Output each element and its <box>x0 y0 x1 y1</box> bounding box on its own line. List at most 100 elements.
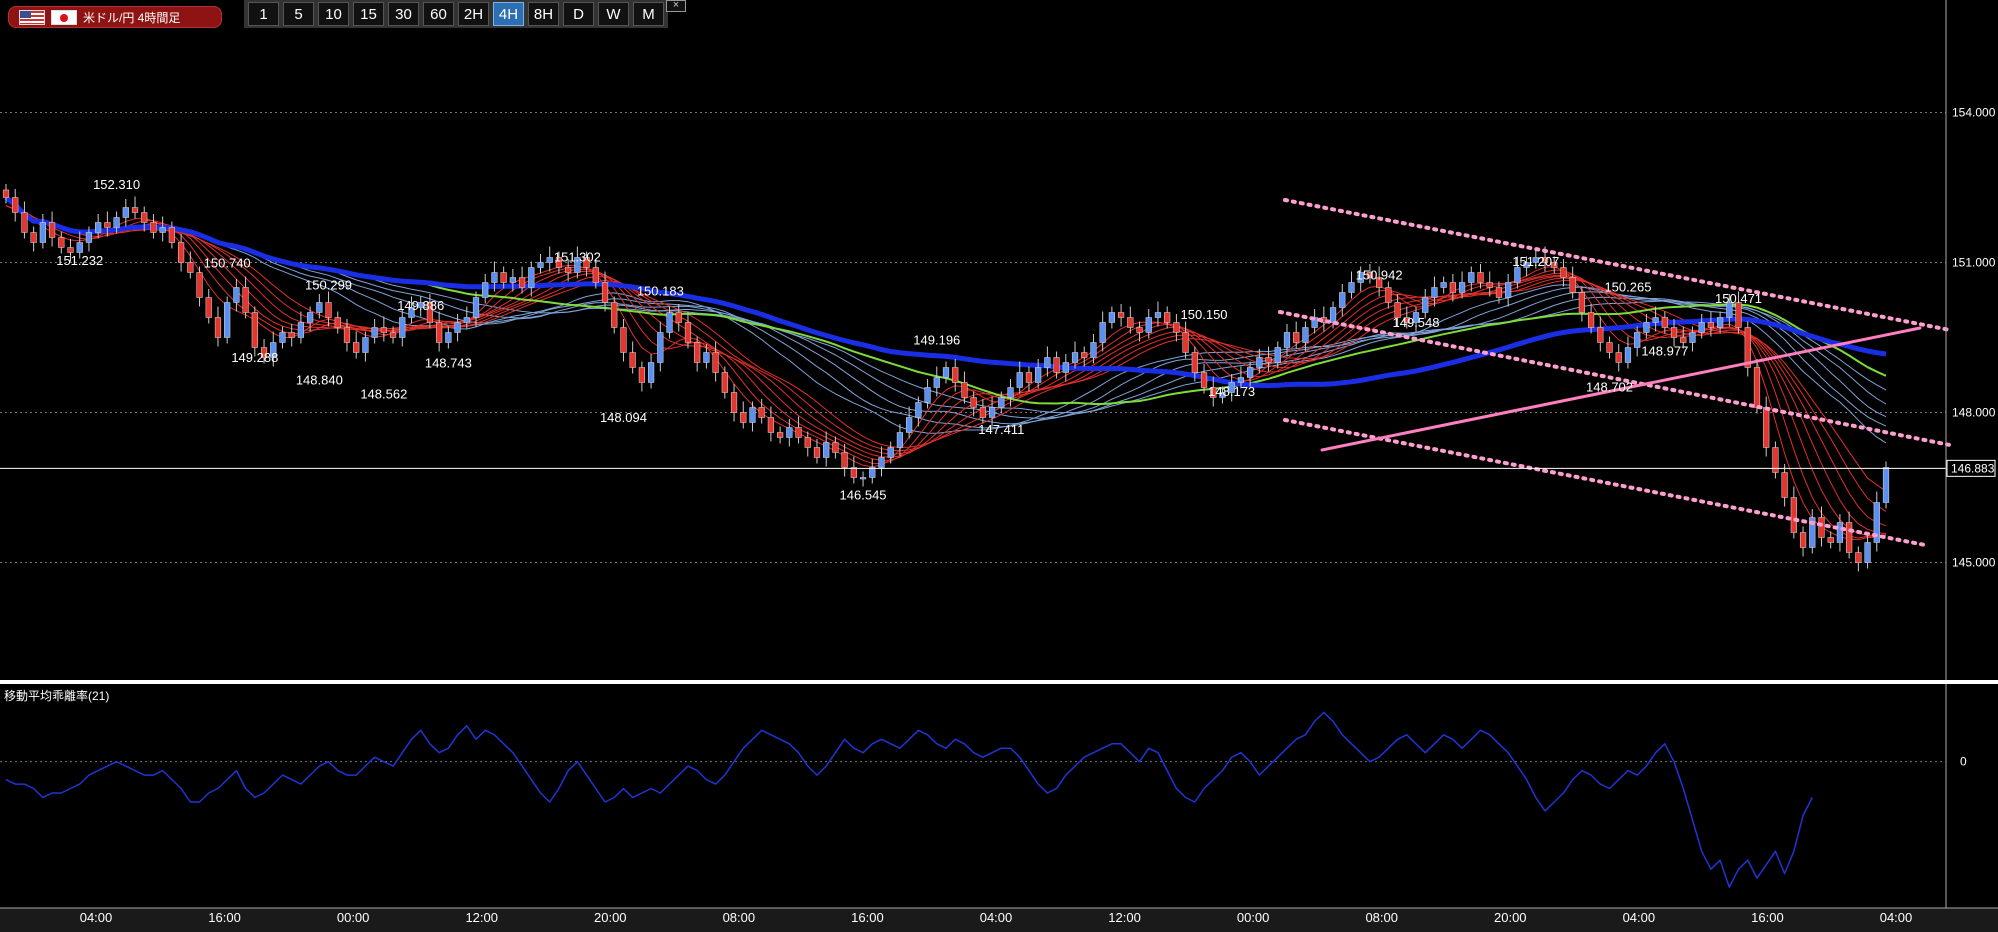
candle-body <box>933 377 940 388</box>
candle-body <box>21 212 28 233</box>
candle-body <box>58 237 65 248</box>
price-annotation: 149.196 <box>913 333 960 348</box>
timeframe-button-1[interactable]: 1 <box>248 2 279 26</box>
oscillator-title: 移動平均乖離率(21) <box>4 688 109 703</box>
candle-body <box>288 332 295 338</box>
candle-body <box>1182 332 1189 353</box>
candle-body <box>362 337 369 353</box>
candle-body <box>620 327 627 353</box>
price-axis[interactable]: 154.000 151.000 148.000 145.000 146.883 <box>1945 0 1996 910</box>
candle-body <box>1385 287 1392 303</box>
price-axis-label: 148.000 <box>1952 406 1996 420</box>
candle-body <box>629 352 636 368</box>
candle-body <box>1505 282 1512 298</box>
timeframe-button-w[interactable]: W <box>598 2 629 26</box>
candle-body <box>260 347 268 358</box>
candle-body <box>1329 307 1337 323</box>
candle-body <box>1274 347 1281 363</box>
candle-body <box>1422 297 1429 313</box>
price-annotation: 151.207 <box>1512 254 1559 269</box>
candle-body <box>1108 312 1115 323</box>
timeframe-button-d[interactable]: D <box>563 2 594 26</box>
price-axis-label: 151.000 <box>1952 256 1996 270</box>
timeframe-button-m[interactable]: M <box>633 2 664 26</box>
channel-line <box>1278 310 1952 447</box>
candle-body <box>1283 332 1291 348</box>
candle-body <box>1339 292 1346 308</box>
candle-body <box>1753 367 1761 408</box>
price-annotation: 151.232 <box>56 253 103 268</box>
candle-body <box>1486 282 1493 288</box>
instrument-selector[interactable]: 米ドル/円 4時間足 <box>8 6 222 28</box>
timeframe-button-30[interactable]: 30 <box>388 2 419 26</box>
candle-body <box>1035 367 1042 383</box>
japan-flag-icon <box>51 9 77 25</box>
candle-body <box>1735 302 1742 328</box>
candle-body <box>1449 282 1456 293</box>
candle-body <box>1569 277 1576 293</box>
candle-body <box>1062 362 1069 373</box>
price-annotation: 148.562 <box>360 386 407 401</box>
candle-body <box>1726 302 1733 318</box>
timeframe-button-4h[interactable]: 4H <box>493 2 524 26</box>
price-annotation: 150.942 <box>1356 267 1403 282</box>
candle-body <box>1247 367 1254 378</box>
candle-body <box>233 287 240 303</box>
timeframe-button-5[interactable]: 5 <box>283 2 314 26</box>
candle-body <box>832 442 839 453</box>
timeframe-button-10[interactable]: 10 <box>318 2 349 26</box>
candle-body <box>1164 312 1171 323</box>
price-annotation: 152.310 <box>93 177 140 192</box>
candle-body <box>1827 537 1834 543</box>
price-annotation: 149.886 <box>397 298 444 313</box>
candle-body <box>1763 407 1770 448</box>
channel-line <box>1283 418 1927 547</box>
candle-body <box>537 262 544 268</box>
time-axis[interactable]: 04:00 16:00 00:00 12:00 20:00 08:00 16:00 04:00… <box>0 907 1998 932</box>
candle-body <box>426 302 434 323</box>
candle-body <box>1541 257 1549 263</box>
timeframe-button-60[interactable]: 60 <box>423 2 454 26</box>
time-axis-label: 00:00 <box>337 910 370 925</box>
price-annotation: 149.288 <box>231 350 278 365</box>
price-annotation: 151.302 <box>554 249 601 264</box>
price-grid <box>0 112 1946 563</box>
candle-body <box>730 392 738 413</box>
price-annotations: 152.310 151.232 150.740 149.288 150.299 148.8… <box>56 177 1762 502</box>
candle-body <box>703 352 710 363</box>
candle-body <box>1403 317 1410 323</box>
candle-body <box>2 189 10 198</box>
candle-body <box>1606 342 1613 353</box>
candle-body <box>1523 262 1530 268</box>
candle-body <box>177 242 185 263</box>
candle-body <box>316 302 323 313</box>
oscillator-line <box>5 711 1813 888</box>
candle-body <box>1136 327 1143 333</box>
candle-body <box>122 207 129 218</box>
candle-body <box>491 272 498 283</box>
timeframe-button-15[interactable]: 15 <box>353 2 384 26</box>
candle-body <box>159 227 166 233</box>
candle-body <box>601 282 609 303</box>
candle-body <box>1532 257 1539 263</box>
candle-body <box>942 367 950 378</box>
timeframe-button-8h[interactable]: 8H <box>528 2 559 26</box>
candle-body <box>961 382 968 398</box>
candle-body <box>804 437 811 448</box>
candle-body <box>1670 327 1678 338</box>
candle-body <box>1882 467 1890 503</box>
candle-body <box>1707 322 1715 328</box>
candle-body <box>76 242 83 253</box>
price-axis-label: 154.000 <box>1952 106 1996 120</box>
candle-body <box>1689 332 1696 343</box>
candle-body <box>915 402 922 418</box>
price-annotation: 150.740 <box>204 256 251 271</box>
candle-body <box>1127 317 1134 328</box>
candle-body <box>371 327 378 338</box>
timeframe-button-2h[interactable]: 2H <box>458 2 489 26</box>
close-icon[interactable]: × <box>666 0 686 12</box>
candle-body <box>270 342 277 358</box>
candle-body <box>95 222 102 233</box>
candle-body <box>1597 327 1604 343</box>
